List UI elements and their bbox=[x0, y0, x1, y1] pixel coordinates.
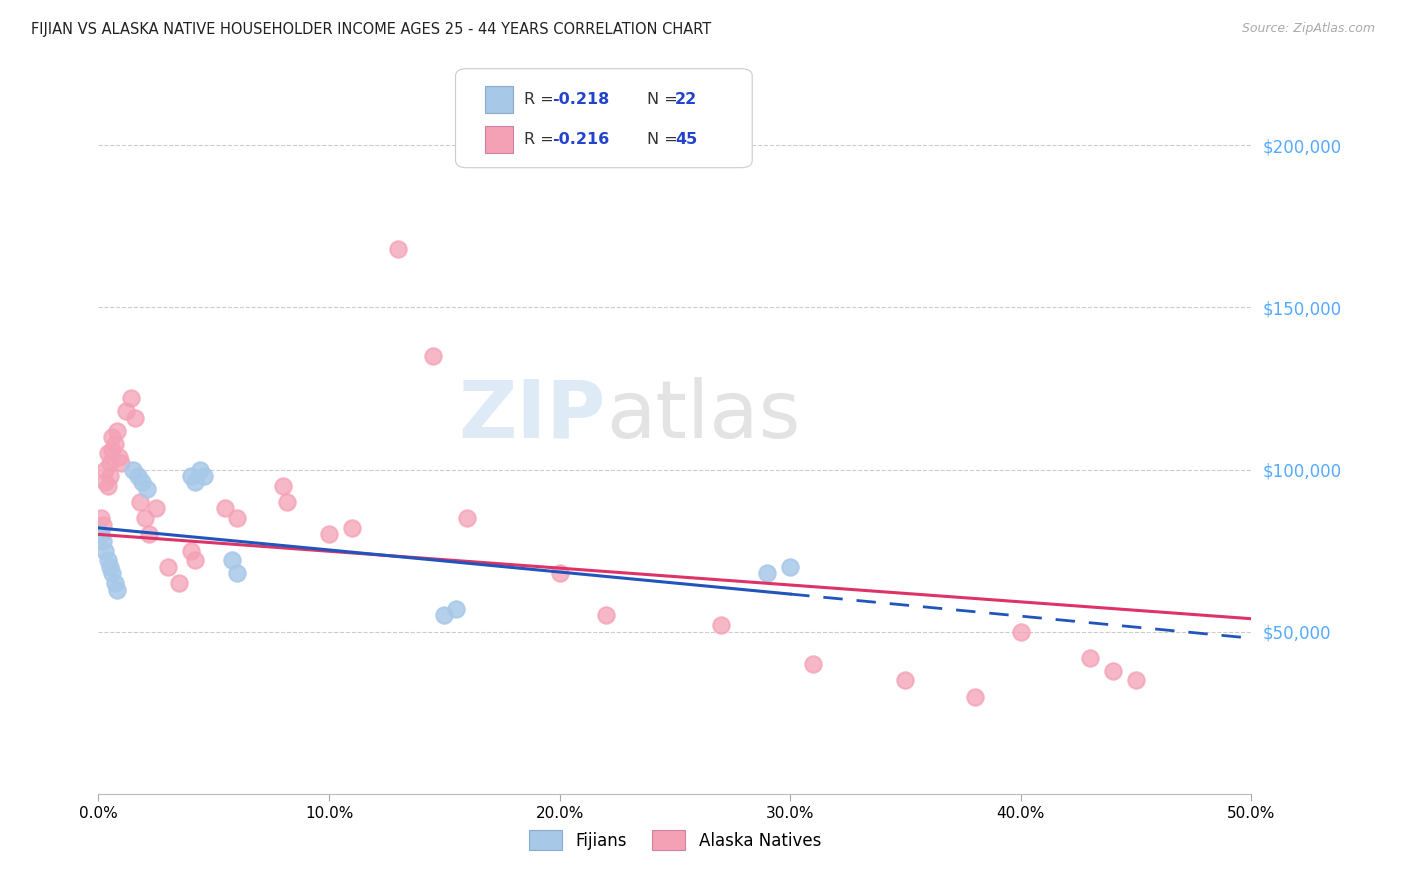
Text: -0.218: -0.218 bbox=[553, 92, 610, 107]
Point bbox=[127, 469, 149, 483]
Point bbox=[214, 501, 236, 516]
Text: N =: N = bbox=[647, 92, 683, 107]
Point bbox=[101, 443, 124, 458]
Point bbox=[188, 462, 211, 476]
Point bbox=[801, 657, 824, 672]
Text: Source: ZipAtlas.com: Source: ZipAtlas.com bbox=[1241, 22, 1375, 36]
Text: R =: R = bbox=[524, 92, 560, 107]
Point bbox=[184, 475, 207, 490]
Point bbox=[225, 511, 247, 525]
Point bbox=[97, 446, 120, 460]
Point bbox=[94, 543, 117, 558]
Point bbox=[90, 511, 112, 525]
Point bbox=[1125, 673, 1147, 688]
Point bbox=[98, 559, 121, 574]
Point bbox=[91, 517, 114, 532]
Text: R =: R = bbox=[524, 132, 560, 147]
Point bbox=[225, 566, 247, 581]
Point bbox=[145, 501, 167, 516]
Point bbox=[548, 566, 571, 581]
Point bbox=[387, 242, 409, 256]
Point bbox=[120, 391, 142, 405]
Text: ZIP: ZIP bbox=[458, 376, 606, 455]
Point bbox=[710, 618, 733, 632]
Point bbox=[167, 576, 190, 591]
Point bbox=[180, 543, 202, 558]
Point bbox=[103, 576, 125, 591]
Text: FIJIAN VS ALASKA NATIVE HOUSEHOLDER INCOME AGES 25 - 44 YEARS CORRELATION CHART: FIJIAN VS ALASKA NATIVE HOUSEHOLDER INCO… bbox=[31, 22, 711, 37]
Point bbox=[91, 533, 114, 548]
Point bbox=[1010, 624, 1032, 639]
Point bbox=[90, 527, 112, 541]
Point bbox=[456, 511, 478, 525]
Point bbox=[97, 553, 120, 567]
Point bbox=[108, 450, 131, 464]
Point bbox=[193, 469, 215, 483]
Point bbox=[105, 424, 128, 438]
Point bbox=[422, 349, 444, 363]
Point bbox=[103, 436, 125, 450]
Point bbox=[94, 462, 117, 476]
Point bbox=[98, 456, 121, 470]
Point bbox=[135, 482, 157, 496]
Point bbox=[115, 404, 138, 418]
Point bbox=[756, 566, 779, 581]
Text: N =: N = bbox=[647, 132, 683, 147]
Point bbox=[156, 559, 179, 574]
Point bbox=[963, 690, 986, 704]
Point bbox=[221, 553, 243, 567]
Text: atlas: atlas bbox=[606, 376, 800, 455]
Text: -0.216: -0.216 bbox=[553, 132, 610, 147]
Point bbox=[129, 495, 152, 509]
Point bbox=[595, 608, 617, 623]
Point bbox=[101, 430, 124, 444]
Point bbox=[894, 673, 917, 688]
Point bbox=[94, 475, 117, 490]
Point bbox=[122, 462, 145, 476]
Text: 45: 45 bbox=[675, 132, 697, 147]
Point bbox=[433, 608, 456, 623]
Point bbox=[97, 479, 120, 493]
Point bbox=[184, 553, 207, 567]
Point bbox=[134, 511, 156, 525]
Legend: Fijians, Alaska Natives: Fijians, Alaska Natives bbox=[522, 823, 828, 857]
Point bbox=[318, 527, 340, 541]
Point bbox=[180, 469, 202, 483]
Point bbox=[276, 495, 298, 509]
Point bbox=[340, 521, 363, 535]
Point bbox=[444, 602, 467, 616]
Point bbox=[98, 469, 121, 483]
Point bbox=[105, 582, 128, 597]
Text: 22: 22 bbox=[675, 92, 697, 107]
Point bbox=[1078, 650, 1101, 665]
Point bbox=[110, 456, 132, 470]
Point bbox=[271, 479, 294, 493]
Point bbox=[1102, 664, 1125, 678]
Point bbox=[138, 527, 160, 541]
Point bbox=[101, 566, 124, 581]
Point bbox=[131, 475, 153, 490]
Point bbox=[124, 410, 146, 425]
Point bbox=[779, 559, 801, 574]
